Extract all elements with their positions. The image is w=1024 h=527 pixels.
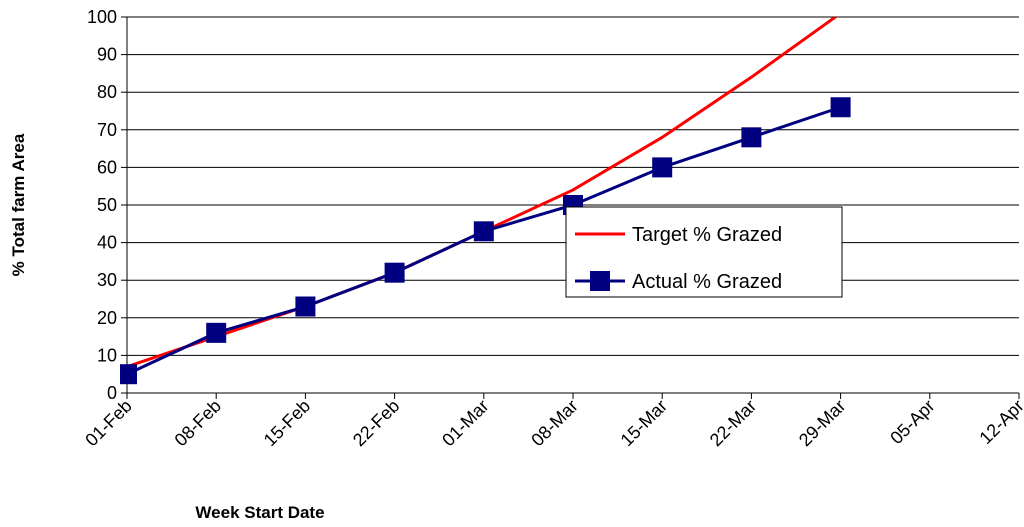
legend-label: Target % Grazed bbox=[632, 224, 782, 246]
marker bbox=[473, 221, 494, 242]
marker bbox=[830, 97, 851, 118]
x-axis-title: Week Start Date bbox=[195, 503, 324, 522]
legend: Target % Grazed Actual % Grazed bbox=[565, 206, 843, 298]
marker bbox=[206, 322, 227, 343]
x-tick-label: 01-Mar bbox=[438, 396, 492, 450]
y-tick-label: 20 bbox=[97, 308, 117, 328]
y-tick-label: 80 bbox=[97, 82, 117, 102]
x-tick-label: 12-Apr bbox=[975, 396, 1024, 448]
x-tick-label: 22-Feb bbox=[349, 396, 403, 450]
y-tick-label: 30 bbox=[97, 270, 117, 290]
y-axis-title: % Total farm Area bbox=[9, 133, 28, 276]
y-tick-label: 60 bbox=[97, 157, 117, 177]
x-tick-label: 08-Feb bbox=[171, 396, 225, 450]
y-tick-label: 10 bbox=[97, 345, 117, 365]
x-tick-label: 01-Feb bbox=[81, 396, 135, 450]
series-line bbox=[126, 17, 838, 369]
marker bbox=[120, 364, 137, 385]
x-tick-label: 22-Mar bbox=[706, 396, 760, 450]
y-tick-label: 100 bbox=[87, 7, 117, 27]
legend-label: Actual % Grazed bbox=[632, 271, 782, 293]
marker bbox=[295, 296, 316, 317]
plot-area bbox=[120, 17, 851, 385]
marker bbox=[384, 262, 405, 283]
x-tick-label: 05-Apr bbox=[886, 396, 938, 448]
x-tick-label: 15-Feb bbox=[260, 396, 314, 450]
y-tick-label: 70 bbox=[97, 120, 117, 140]
x-tick-label: 29-Mar bbox=[795, 396, 849, 450]
y-tick-label: 0 bbox=[107, 383, 117, 403]
legend-marker bbox=[590, 271, 610, 291]
y-tick-label: 90 bbox=[97, 45, 117, 65]
y-tick-label: 40 bbox=[97, 233, 117, 253]
y-tick-label: 50 bbox=[97, 195, 117, 215]
x-tick-label: 15-Mar bbox=[617, 396, 671, 450]
marker bbox=[741, 127, 762, 148]
marker bbox=[652, 157, 673, 178]
x-tick-label: 08-Mar bbox=[527, 396, 581, 450]
